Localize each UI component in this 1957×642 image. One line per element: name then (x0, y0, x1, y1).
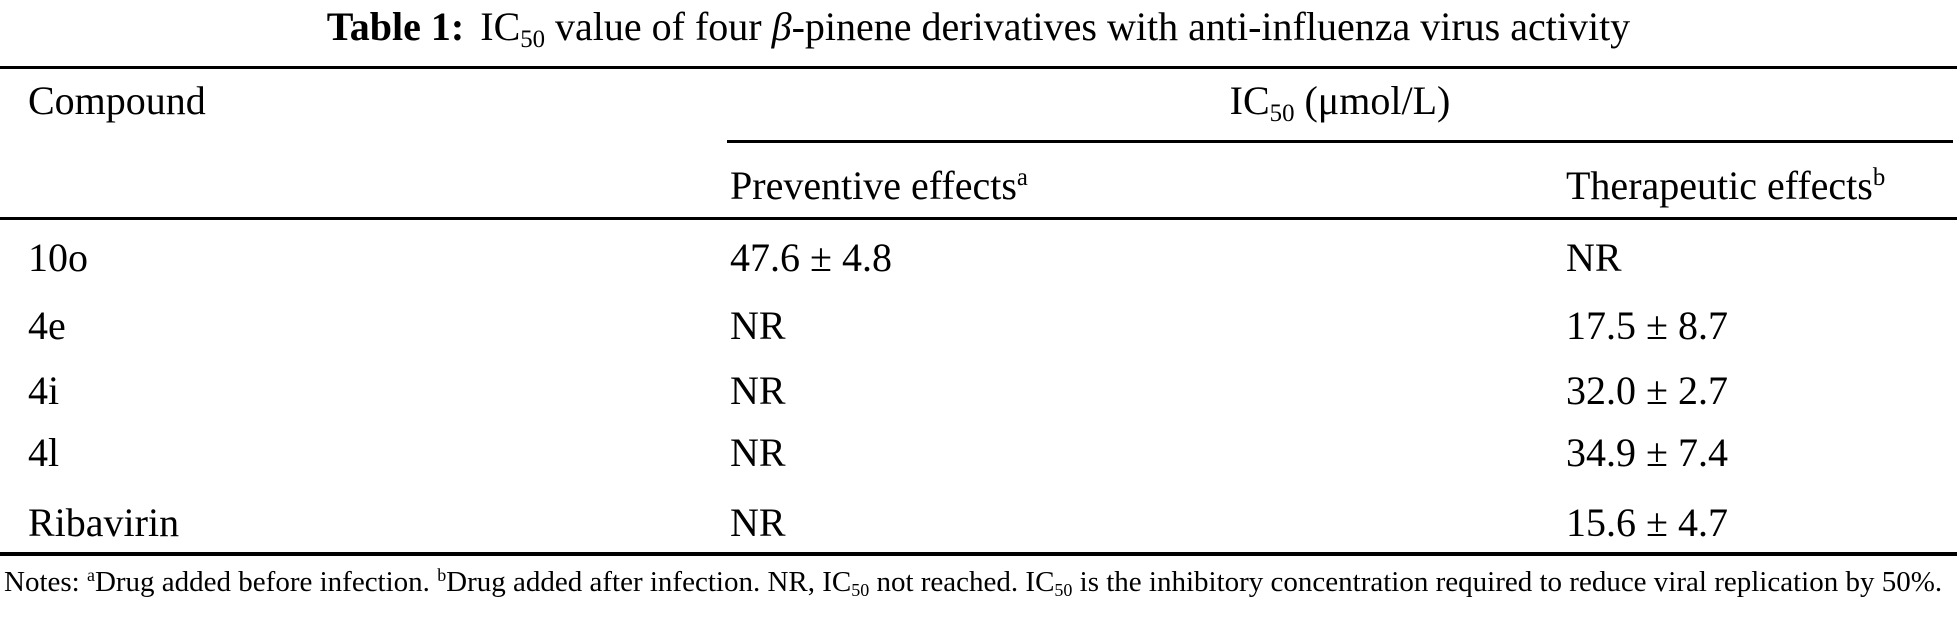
ic50-subscript: 50 (1269, 99, 1295, 127)
therapeutic-cell: 15.6 ± 4.7 (1566, 500, 1728, 545)
notes-text-mid: not reached. IC (869, 566, 1055, 598)
column-header-preventive: Preventive effectsa (730, 163, 1028, 215)
footnote-b-text: Drug added after infection. NR, IC (446, 566, 852, 598)
table-caption: Table 1: IC50 value of four β-pinene deri… (0, 1, 1957, 59)
preventive-footnote-marker: a (1016, 164, 1028, 192)
compound-cell: 4l (28, 430, 60, 475)
column-group-header-ic50: IC50 (μmol/L) (727, 78, 1953, 130)
compound-cell: 10o (28, 235, 88, 280)
table-footnotes: Notes: aDrug added before infection. bDr… (4, 564, 1953, 603)
notes-label: Notes: (4, 566, 87, 598)
caption-beta-symbol: β (771, 4, 792, 49)
compound-cell: 4e (28, 303, 66, 348)
ic50-group-rule (727, 140, 1953, 143)
header-bottom-rule (0, 217, 1957, 220)
notes-text-end: is the inhibitory concentration required… (1072, 566, 1943, 598)
preventive-header-label: Preventive effects (730, 163, 1017, 208)
therapeutic-header-label: Therapeutic effects (1566, 163, 1873, 208)
preventive-cell: NR (730, 303, 786, 348)
therapeutic-cell: 34.9 ± 7.4 (1566, 430, 1728, 475)
notes-ic50-subscript-1: 50 (851, 580, 870, 601)
caption-text-mid: value of four (545, 4, 772, 49)
ic50-unit-label: (μmol/L) (1294, 78, 1451, 123)
column-header-therapeutic: Therapeutic effectsb (1566, 163, 1885, 215)
preventive-cell: NR (730, 500, 786, 545)
therapeutic-cell: NR (1566, 235, 1622, 280)
compound-cell: 4i (28, 368, 60, 413)
caption-text-post: -pinene derivatives with anti-influenza … (791, 4, 1631, 49)
therapeutic-footnote-marker: b (1872, 164, 1886, 192)
ic50-label: IC (1229, 78, 1270, 123)
footnote-a-text: Drug added before infection. (94, 566, 438, 598)
therapeutic-cell: 32.0 ± 2.7 (1566, 368, 1728, 413)
notes-ic50-subscript-2: 50 (1054, 580, 1073, 601)
preventive-cell: NR (730, 368, 786, 413)
footnote-a-marker: a (86, 565, 95, 586)
preventive-cell: 47.6 ± 4.8 (730, 235, 892, 280)
table-top-rule (0, 66, 1957, 69)
preventive-cell: NR (730, 430, 786, 475)
table-bottom-rule (0, 552, 1957, 556)
therapeutic-cell: 17.5 ± 8.7 (1566, 303, 1728, 348)
column-header-compound: Compound (28, 78, 206, 123)
footnote-b-marker: b (437, 565, 447, 586)
caption-ic: IC (480, 4, 521, 49)
compound-cell: Ribavirin (28, 500, 180, 545)
table-number-label: Table 1: (326, 4, 465, 49)
caption-ic-subscript: 50 (520, 25, 546, 53)
